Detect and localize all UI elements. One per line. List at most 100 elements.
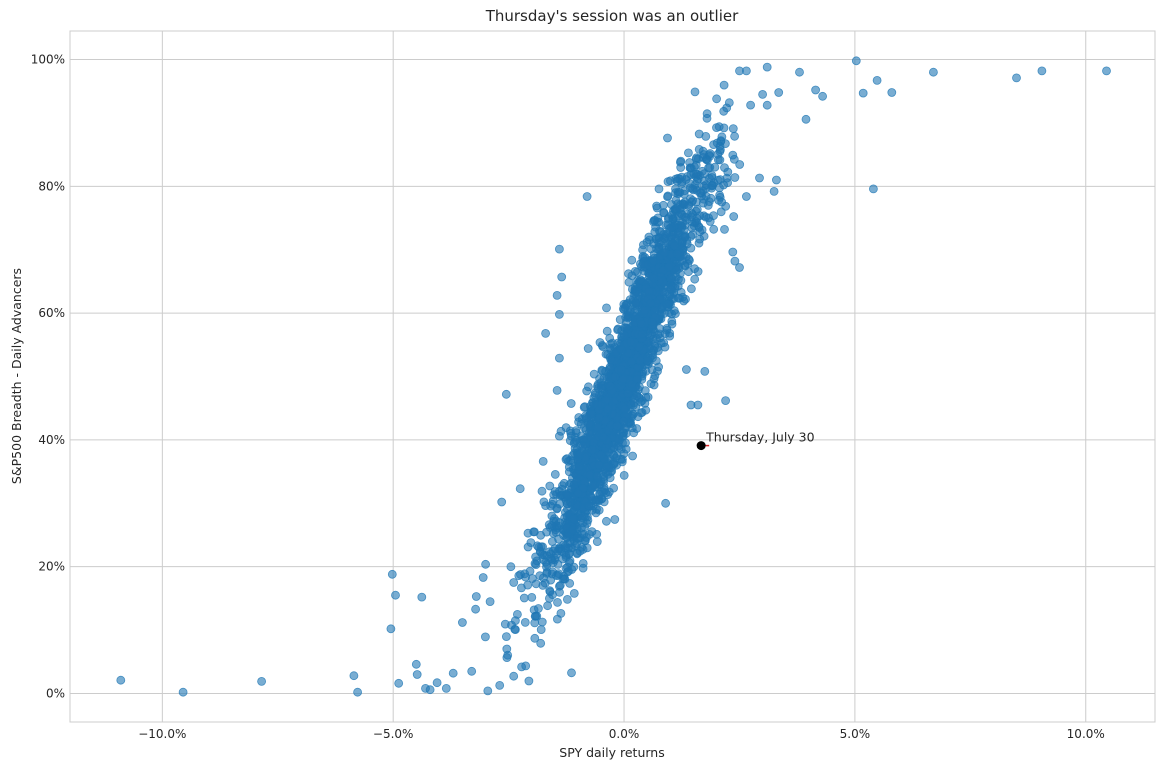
scatter-point [535,546,545,556]
scatter-point [663,133,672,143]
scatter-point [572,539,582,548]
scatter-point [671,204,681,214]
scatter-point [542,567,552,577]
scatter-point [636,408,646,418]
scatter-point [929,67,938,77]
scatter-point [1012,73,1021,83]
scatter-point [730,173,740,182]
scatter-point [584,501,594,511]
scatter-point [682,239,692,249]
scatter-point [627,379,637,389]
scatter-point [519,593,529,603]
scatter-point [648,350,658,360]
scatter-point [670,241,679,251]
scatter-point [597,365,607,375]
scatter-point [478,573,488,582]
scatter-point [695,188,705,198]
scatter-point [116,675,126,685]
scatter-point [616,345,626,355]
scatter-point [735,263,744,272]
scatter-point [652,203,662,213]
scatter-point [603,404,613,414]
scatter-point [644,287,654,297]
scatter-point [735,160,745,169]
chart-title: Thursday's session was an outlier [485,7,739,25]
scatter-point [722,103,732,113]
scatter-point [617,365,626,374]
scatter-point [441,684,451,693]
scatter-point [517,583,526,593]
scatter-point [575,546,585,556]
scatter-point [502,644,512,654]
scatter-point [684,148,693,158]
scatter-point [795,67,804,77]
scatter-point [556,609,566,618]
scatter-point [506,562,516,572]
scatter-point [674,187,683,197]
scatter-point [567,668,576,678]
scatter-point [623,348,633,358]
scatter-point [640,305,649,315]
scatter-point [692,204,702,214]
scatter-point [1102,66,1111,76]
scatter-point [568,525,577,535]
scatter-point [624,269,633,279]
scatter-point [628,451,637,461]
scatter-point [772,175,781,185]
scatter-point [642,237,652,247]
scatter-point [700,366,710,376]
scatter-point [681,175,691,184]
scatter-point [660,248,669,257]
scatter-point [553,570,563,580]
scatter-point [567,484,576,494]
scatter-point [774,88,784,97]
scatter-point [665,224,674,233]
scatter-point [851,56,861,66]
scatter-point [457,618,467,627]
scatter-point [709,224,719,234]
scatter-point [659,208,668,217]
scatter-point [578,441,588,451]
scatter-point [257,677,267,686]
highlight-annotation: Thursday, July 30 [696,430,815,451]
scatter-point [391,590,400,600]
scatter-point [666,284,675,294]
scatter-point [676,163,686,172]
scatter-point [650,215,660,225]
scatter-point [720,163,729,173]
scatter-point [602,326,612,336]
scatter-point [591,497,601,507]
scatter-point [541,501,550,511]
scatter-point [528,574,537,583]
scatter-point [471,592,481,601]
scatter-point [561,543,571,553]
scatter-point [594,460,604,470]
scatter-point [568,514,578,523]
scatter-point [480,632,490,642]
scatter-point [636,275,645,285]
scatter-point [619,470,629,480]
scatter-point [500,619,510,629]
scatter-point [755,173,764,183]
scatter-point [495,681,505,690]
scatter-point [515,484,525,494]
scatter-point [666,273,676,283]
scatter-point [730,131,739,141]
scatter-point [672,249,682,259]
scatter-point [534,604,543,613]
scatter-point [411,659,421,669]
scatter-point [673,173,683,183]
scatter-point [550,469,560,479]
scatter-point [742,66,751,76]
scatter-point [524,676,534,686]
scatter-point [555,431,564,441]
scatter-point [660,342,670,352]
scatter-point [581,452,590,462]
scatter-point [650,339,660,349]
scatter-point [582,192,592,201]
scatter-point [602,461,611,471]
scatter-point [481,559,491,569]
scatter-point [387,569,397,579]
scatter-point [605,473,615,483]
scatter-point [552,290,562,300]
